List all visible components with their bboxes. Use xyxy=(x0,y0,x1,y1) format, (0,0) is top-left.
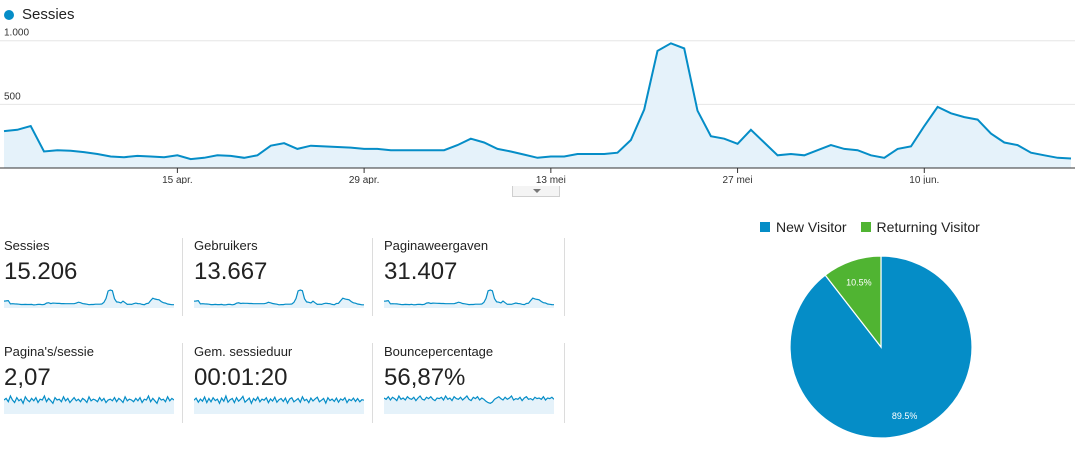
metric-divider xyxy=(564,343,565,423)
returning-visitor-swatch xyxy=(860,222,871,232)
sparkline-fill xyxy=(194,396,364,414)
y-tick-label: 500 xyxy=(4,91,21,102)
metric-divider xyxy=(372,343,373,423)
sparkline-fill xyxy=(4,396,174,414)
visitor-pie-chart[interactable]: 89.5% 10.5% xyxy=(786,252,976,442)
x-tick-label: 29 apr. xyxy=(349,175,380,184)
metric-divider xyxy=(564,238,565,316)
sparkline-line xyxy=(194,394,364,405)
sparkline-fill xyxy=(384,290,554,308)
pie-legend: New Visitor Returning Visitor xyxy=(760,219,994,235)
metric-sparkline xyxy=(4,289,174,308)
new-visitor-swatch xyxy=(760,222,770,232)
x-tick-label: 27 mei xyxy=(723,175,753,184)
sparkline-line xyxy=(4,394,174,405)
legend-label: New Visitor xyxy=(776,219,847,235)
metric-value: 31.407 xyxy=(384,258,458,285)
metric-card-paginas-per-sessie[interactable]: Pagina's/sessie 2,07 xyxy=(4,344,182,444)
sessions-area-fill xyxy=(4,43,1071,168)
metric-card-bouncepercentage[interactable]: Bouncepercentage 56,87% xyxy=(384,344,562,444)
pie-slice-label: 89.5% xyxy=(892,411,918,421)
metric-label: Pagina's/sessie xyxy=(4,344,94,359)
metric-card-sessies[interactable]: Sessies 15.206 xyxy=(4,238,182,338)
metric-sparkline xyxy=(384,394,554,414)
sessions-series-line xyxy=(3,42,1072,161)
x-tick-label: 13 mei xyxy=(536,175,566,184)
metric-divider xyxy=(182,238,183,316)
sparkline-fill xyxy=(384,396,554,414)
sparkline-line xyxy=(194,289,364,306)
series-dot-icon xyxy=(4,9,14,20)
metric-label: Gebruikers xyxy=(194,238,258,253)
metric-label: Sessies xyxy=(4,238,50,253)
legend-item-returning-visitor[interactable]: Returning Visitor xyxy=(860,219,980,235)
metric-label: Paginaweergaven xyxy=(384,238,489,253)
chart-legend: Sessies xyxy=(4,6,75,23)
metric-card-gebruikers[interactable]: Gebruikers 13.667 xyxy=(194,238,372,338)
legend-series-label: Sessies xyxy=(22,6,75,23)
legend-item-new-visitor[interactable]: New Visitor xyxy=(760,219,847,235)
metric-sparkline xyxy=(4,394,174,414)
y-tick-label: 1.000 xyxy=(4,28,29,39)
legend-label: Returning Visitor xyxy=(876,219,980,235)
metric-value: 2,07 xyxy=(4,364,51,391)
collapse-chart-button[interactable] xyxy=(512,186,560,197)
sessions-area-chart[interactable]: 500 1.000 15 apr. 29 apr. 13 mei 27 mei 10 jun… xyxy=(0,24,1075,184)
x-tick-label: 10 jun. xyxy=(909,175,939,184)
metric-sparkline xyxy=(384,289,554,308)
x-tick-label: 15 apr. xyxy=(162,175,193,184)
metric-label: Gem. sessieduur xyxy=(194,344,293,359)
pie-slice-label: 10.5% xyxy=(846,277,872,287)
metric-sparkline xyxy=(194,394,364,414)
pie-slice-returning-visitor[interactable] xyxy=(824,255,882,349)
metric-divider xyxy=(372,238,373,316)
metric-divider xyxy=(182,343,183,423)
metric-value: 00:01:20 xyxy=(194,364,288,391)
metric-sparkline xyxy=(194,289,364,308)
sparkline-line xyxy=(4,289,174,306)
sparkline-line xyxy=(384,394,554,404)
metric-value: 13.667 xyxy=(194,258,268,285)
metric-value: 15.206 xyxy=(4,258,78,285)
metric-card-paginaweergaven[interactable]: Paginaweergaven 31.407 xyxy=(384,238,562,338)
metric-value: 56,87% xyxy=(384,364,466,391)
sparkline-line xyxy=(384,289,554,306)
metric-label: Bouncepercentage xyxy=(384,344,494,359)
metric-card-gem-sessieduur[interactable]: Gem. sessieduur 00:01:20 xyxy=(194,344,372,444)
